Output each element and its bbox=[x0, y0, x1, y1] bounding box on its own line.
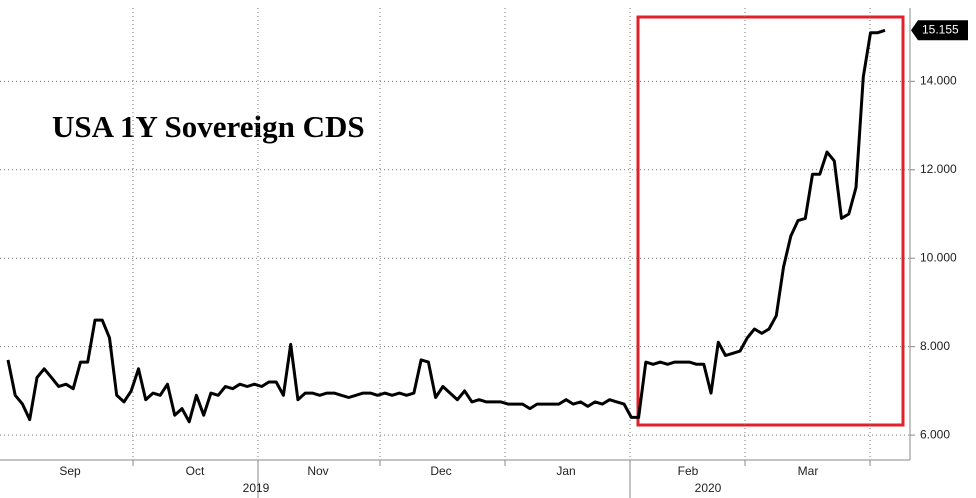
y-tick-label: 10.000 bbox=[920, 250, 957, 264]
highlight-box bbox=[636, 15, 905, 427]
x-tick-label: Oct bbox=[186, 464, 205, 478]
y-tick-label: 14.000 bbox=[920, 74, 957, 88]
y-tick-label: 8.000 bbox=[920, 339, 950, 353]
x-tick-label: Feb bbox=[678, 464, 699, 478]
x-tick-label: Sep bbox=[59, 464, 81, 478]
last-value-badge bbox=[911, 20, 968, 41]
x-tick-label: Dec bbox=[430, 464, 451, 478]
x-tick-label: Nov bbox=[307, 464, 328, 478]
x-tick-label: Mar bbox=[798, 464, 819, 478]
y-tick-label: 12.000 bbox=[920, 162, 957, 176]
chart-title: USA 1Y Sovereign CDS bbox=[52, 109, 365, 144]
y-tick-label: 6.000 bbox=[920, 427, 950, 441]
last-value-label: 15.155 bbox=[922, 22, 959, 36]
x-tick-label: Jan bbox=[556, 464, 575, 478]
year-label: 2020 bbox=[695, 481, 722, 495]
series-line bbox=[6, 28, 886, 424]
year-label: 2019 bbox=[243, 481, 270, 495]
